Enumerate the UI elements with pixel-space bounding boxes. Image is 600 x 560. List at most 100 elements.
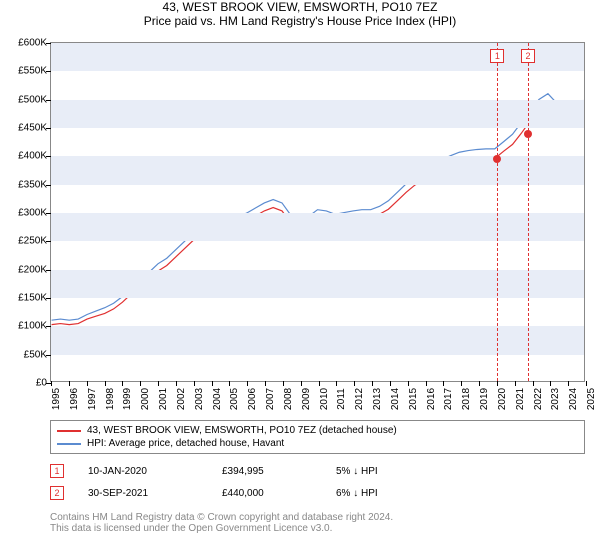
x-axis-label: 2010 [319,388,330,410]
legend-label: HPI: Average price, detached house, Hava… [87,438,284,449]
footer-line-1: Contains HM Land Registry data © Crown c… [50,512,393,523]
x-axis-label: 2002 [176,388,187,410]
x-axis-label: 1998 [105,388,116,410]
x-axis-label: 2003 [194,388,205,410]
table-row: 2 30-SEP-2021 £440,000 6% ↓ HPI [50,482,585,504]
grid-band [51,270,584,298]
marker-label: 1 [490,49,504,63]
x-tick [336,381,337,386]
x-axis-label: 2001 [158,388,169,410]
x-tick [265,381,266,386]
table-date: 10-JAN-2020 [88,466,198,477]
x-tick [140,381,141,386]
x-axis-label: 1996 [69,388,80,410]
x-tick [354,381,355,386]
table-marker: 2 [50,486,64,500]
x-tick [515,381,516,386]
y-tick [46,128,51,129]
x-axis-label: 2019 [479,388,490,410]
x-axis-label: 2014 [390,388,401,410]
y-tick [46,326,51,327]
x-tick [247,381,248,386]
chart-title: 43, WEST BROOK VIEW, EMSWORTH, PO10 7EZ [0,0,600,14]
x-tick [51,381,52,386]
x-tick [390,381,391,386]
marker-line [528,43,529,381]
x-tick [586,381,587,386]
grid-band [51,326,584,354]
x-tick [194,381,195,386]
x-axis-label: 2008 [283,388,294,410]
y-tick [46,355,51,356]
x-tick [87,381,88,386]
x-tick [568,381,569,386]
x-axis-label: 2015 [408,388,419,410]
table-row: 1 10-JAN-2020 £394,995 5% ↓ HPI [50,460,585,482]
x-axis-label: 2000 [140,388,151,410]
x-axis-label: 2021 [515,388,526,410]
y-tick [46,71,51,72]
table-delta: 6% ↓ HPI [336,488,378,499]
x-axis-label: 2023 [550,388,561,410]
y-tick [46,185,51,186]
x-axis-label: 2004 [212,388,223,410]
y-tick [46,298,51,299]
x-axis-label: 2020 [497,388,508,410]
x-tick [479,381,480,386]
legend-item: 43, WEST BROOK VIEW, EMSWORTH, PO10 7EZ … [57,424,578,437]
legend-swatch [57,430,81,432]
grid-band [51,100,584,128]
footer-line-2: This data is licensed under the Open Gov… [50,523,393,534]
x-axis-label: 2007 [265,388,276,410]
chart-subtitle: Price paid vs. HM Land Registry's House … [0,14,600,28]
x-tick [497,381,498,386]
x-tick [122,381,123,386]
x-tick [550,381,551,386]
table-date: 30-SEP-2021 [88,488,198,499]
y-tick [46,43,51,44]
y-tick [46,241,51,242]
x-tick [69,381,70,386]
grid-band [51,213,584,241]
table-delta: 5% ↓ HPI [336,466,378,477]
table-price: £394,995 [222,466,312,477]
x-tick [533,381,534,386]
x-tick [283,381,284,386]
x-axis-label: 2012 [354,388,365,410]
x-axis-label: 2011 [336,388,347,410]
x-axis-label: 2016 [426,388,437,410]
x-axis-label: 2013 [372,388,383,410]
table-price: £440,000 [222,488,312,499]
x-axis-label: 2022 [533,388,544,410]
x-tick [408,381,409,386]
x-axis-label: 2018 [461,388,472,410]
marker-point [493,155,501,163]
y-tick [46,270,51,271]
x-tick [176,381,177,386]
x-tick [372,381,373,386]
x-tick [105,381,106,386]
x-axis-label: 2006 [247,388,258,410]
legend-label: 43, WEST BROOK VIEW, EMSWORTH, PO10 7EZ … [87,425,397,436]
x-tick [212,381,213,386]
transaction-table: 1 10-JAN-2020 £394,995 5% ↓ HPI 2 30-SEP-2021… [50,460,585,504]
x-tick [229,381,230,386]
x-axis-label: 1999 [122,388,133,410]
x-axis-label: 1995 [51,388,62,410]
x-tick [461,381,462,386]
x-axis-label: 1997 [87,388,98,410]
legend-swatch [57,443,81,445]
y-tick [46,156,51,157]
x-axis-label: 2017 [443,388,454,410]
y-tick [46,100,51,101]
table-marker: 1 [50,464,64,478]
grid-band [51,156,584,184]
y-tick [46,213,51,214]
legend-item: HPI: Average price, detached house, Hava… [57,437,578,450]
x-tick [319,381,320,386]
x-tick [426,381,427,386]
plot-area: £0£50K£100K£150K£200K£250K£300K£350K£400… [50,42,585,382]
marker-label: 2 [521,49,535,63]
x-axis-label: 2009 [301,388,312,410]
x-axis-label: 2024 [568,388,579,410]
